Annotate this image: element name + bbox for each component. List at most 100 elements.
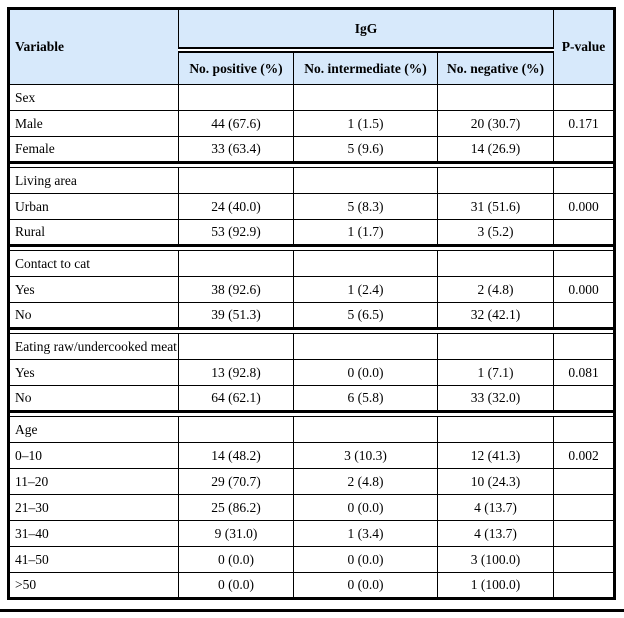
- cell-negative: [436, 84, 555, 111]
- column-header-negative: No. negative (%): [436, 49, 555, 85]
- section-title: Age: [8, 416, 179, 443]
- section-title: Eating raw/undercooked meat: [8, 333, 179, 360]
- cell-negative: 20 (30.7): [436, 110, 555, 137]
- cell-positive: 64 (62.1): [178, 385, 294, 412]
- cell-intermediate: 1 (3.4): [293, 520, 438, 547]
- row-label: Urban: [8, 193, 179, 220]
- row-label: 41–50: [8, 546, 179, 573]
- cell-intermediate: 0 (0.0): [293, 572, 438, 599]
- table-row: No 39 (51.3) 5 (6.5) 32 (42.1): [8, 302, 616, 329]
- cell-pvalue: [553, 416, 616, 443]
- row-label: Yes: [8, 276, 179, 303]
- cell-negative: 3 (100.0): [436, 546, 555, 573]
- cell-negative: [436, 250, 555, 277]
- cell-intermediate: 0 (0.0): [293, 494, 438, 521]
- column-header-pvalue: P-value: [553, 8, 616, 85]
- cell-pvalue: [553, 572, 616, 599]
- cell-pvalue: [553, 333, 616, 360]
- cell-pvalue: 0.002: [553, 442, 616, 469]
- cell-intermediate: 1 (1.5): [293, 110, 438, 137]
- section-title: Sex: [8, 84, 179, 111]
- cell-pvalue: [553, 136, 616, 163]
- cell-intermediate: 3 (10.3): [293, 442, 438, 469]
- cell-positive: 14 (48.2): [178, 442, 294, 469]
- row-label: Yes: [8, 359, 179, 386]
- section-header-row: Living area: [8, 167, 616, 194]
- table-row: Female 33 (63.4) 5 (9.6) 14 (26.9): [8, 136, 616, 163]
- section-title: Living area: [8, 167, 179, 194]
- cell-pvalue: 0.171: [553, 110, 616, 137]
- column-group-header-igg: IgG: [177, 8, 555, 53]
- table-row: No 64 (62.1) 6 (5.8) 33 (32.0): [8, 385, 616, 412]
- cell-positive: 39 (51.3): [178, 302, 294, 329]
- cell-pvalue: [553, 219, 616, 246]
- cell-intermediate: 1 (2.4): [293, 276, 438, 303]
- row-label: >50: [8, 572, 179, 599]
- cell-intermediate: 2 (4.8): [293, 468, 438, 495]
- cell-positive: 29 (70.7): [178, 468, 294, 495]
- column-header-intermediate: No. intermediate (%): [293, 49, 438, 85]
- igg-statistics-table: Variable IgG P-value No. positive (%) No…: [7, 7, 617, 600]
- cell-negative: 10 (24.3): [436, 468, 555, 495]
- cell-positive: 25 (86.2): [178, 494, 294, 521]
- cell-pvalue: 0.000: [553, 276, 616, 303]
- table-row: Rural 53 (92.9) 1 (1.7) 3 (5.2): [8, 219, 616, 246]
- cell-negative: 31 (51.6): [436, 193, 555, 220]
- cell-pvalue: [553, 167, 616, 194]
- row-label: 31–40: [8, 520, 179, 547]
- column-header-variable: Variable: [8, 8, 179, 85]
- table-row: 11–20 29 (70.7) 2 (4.8) 10 (24.3): [8, 468, 616, 495]
- cell-positive: [178, 333, 294, 360]
- cell-positive: 24 (40.0): [178, 193, 294, 220]
- page-bottom-rule: [0, 609, 624, 612]
- table-row: 0–10 14 (48.2) 3 (10.3) 12 (41.3) 0.002: [8, 442, 616, 469]
- cell-negative: 2 (4.8): [436, 276, 555, 303]
- cell-positive: 44 (67.6): [178, 110, 294, 137]
- cell-pvalue: 0.081: [553, 359, 616, 386]
- table-row: Yes 38 (92.6) 1 (2.4) 2 (4.8) 0.000: [8, 276, 616, 303]
- cell-negative: [436, 167, 555, 194]
- cell-positive: 53 (92.9): [178, 219, 294, 246]
- cell-pvalue: [553, 385, 616, 412]
- cell-intermediate: 6 (5.8): [293, 385, 438, 412]
- cell-pvalue: [553, 302, 616, 329]
- cell-intermediate: 5 (8.3): [293, 193, 438, 220]
- cell-pvalue: [553, 546, 616, 573]
- cell-intermediate: 5 (6.5): [293, 302, 438, 329]
- cell-negative: 14 (26.9): [436, 136, 555, 163]
- cell-positive: [178, 416, 294, 443]
- cell-negative: 1 (100.0): [436, 572, 555, 599]
- cell-positive: [178, 167, 294, 194]
- cell-intermediate: [293, 84, 438, 111]
- cell-negative: 4 (13.7): [436, 520, 555, 547]
- cell-intermediate: 5 (9.6): [293, 136, 438, 163]
- row-label: No: [8, 302, 179, 329]
- section-header-row: Eating raw/undercooked meat: [8, 333, 616, 360]
- cell-positive: 38 (92.6): [178, 276, 294, 303]
- cell-pvalue: [553, 494, 616, 521]
- cell-pvalue: [553, 250, 616, 277]
- cell-intermediate: 0 (0.0): [293, 359, 438, 386]
- row-label: Female: [8, 136, 179, 163]
- cell-negative: [436, 416, 555, 443]
- cell-positive: [178, 250, 294, 277]
- section-header-row: Sex: [8, 84, 616, 111]
- table-header: Variable IgG P-value No. positive (%) No…: [8, 8, 616, 85]
- section-header-row: Contact to cat: [8, 250, 616, 277]
- table-row: Urban 24 (40.0) 5 (8.3) 31 (51.6) 0.000: [8, 193, 616, 220]
- table-row: Yes 13 (92.8) 0 (0.0) 1 (7.1) 0.081: [8, 359, 616, 386]
- cell-intermediate: 0 (0.0): [293, 546, 438, 573]
- table-row: >50 0 (0.0) 0 (0.0) 1 (100.0): [8, 572, 616, 599]
- row-label: Rural: [8, 219, 179, 246]
- row-label: 21–30: [8, 494, 179, 521]
- cell-intermediate: [293, 333, 438, 360]
- cell-intermediate: [293, 416, 438, 443]
- cell-intermediate: [293, 250, 438, 277]
- cell-positive: [178, 84, 294, 111]
- cell-negative: 3 (5.2): [436, 219, 555, 246]
- table-row: Male 44 (67.6) 1 (1.5) 20 (30.7) 0.171: [8, 110, 616, 137]
- cell-intermediate: 1 (1.7): [293, 219, 438, 246]
- table-row: 41–50 0 (0.0) 0 (0.0) 3 (100.0): [8, 546, 616, 573]
- cell-pvalue: [553, 468, 616, 495]
